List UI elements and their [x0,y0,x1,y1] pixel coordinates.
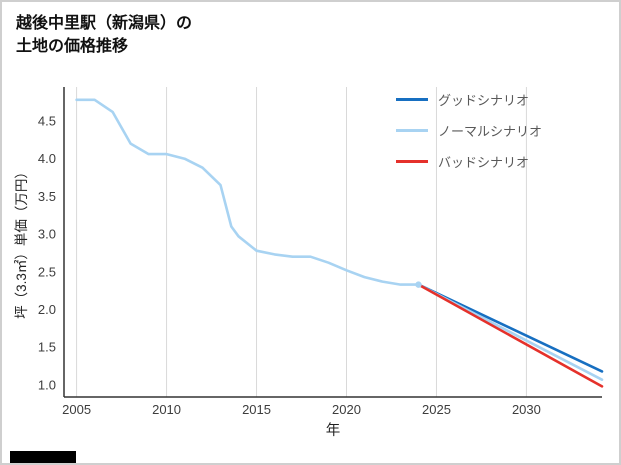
series-line-3 [417,283,604,388]
x-tick-label-2015: 2015 [242,402,271,417]
x-axis-label: 年 [326,422,341,439]
legend-label-bad: バッドシナリオ [438,155,530,170]
junction-marker [415,281,422,288]
legend-label-good: グッドシナリオ [438,93,530,108]
legend-swatch-bad [396,160,428,163]
x-tick-label-2025: 2025 [422,402,451,417]
x-tick-label-2020: 2020 [332,402,361,417]
legend-item-bad: バッドシナリオ [396,152,542,171]
y-tick-label-4: 4.0 [38,151,56,166]
x-tick-label-2030: 2030 [512,402,541,417]
legend-swatch-good [396,98,428,101]
y-tick-label-3.5: 3.5 [38,189,56,204]
y-tick-label-2.5: 2.5 [38,264,56,279]
x-tick-label-2005: 2005 [62,402,91,417]
legend-label-normal: ノーマルシナリオ [438,124,543,139]
x-tick-label-2010: 2010 [152,402,181,417]
legend-swatch-normal [396,129,428,132]
page-title-line2: 土地の価格推移 [16,38,129,56]
page-title: 越後中里駅（新潟県）の 土地の価格推移 [16,12,192,58]
y-axis-label: 坪（3.3㎡）単価（万円） [14,165,29,319]
footer-bar-partial [10,451,76,463]
y-tick-label-1: 1.0 [38,377,56,392]
page-title-line1: 越後中里駅（新潟県）の [16,15,193,32]
legend-item-good: グッドシナリオ [396,90,542,109]
legend-item-normal: ノーマルシナリオ [396,121,542,140]
y-tick-label-2: 2.0 [38,302,56,317]
y-tick-label-1.5: 1.5 [38,340,56,355]
chart-legend: グッドシナリオ ノーマルシナリオ バッドシナリオ [396,90,542,171]
series-line-0 [75,98,420,286]
y-tick-label-3: 3.0 [38,227,56,242]
y-tick-label-4.5: 4.5 [38,113,56,128]
